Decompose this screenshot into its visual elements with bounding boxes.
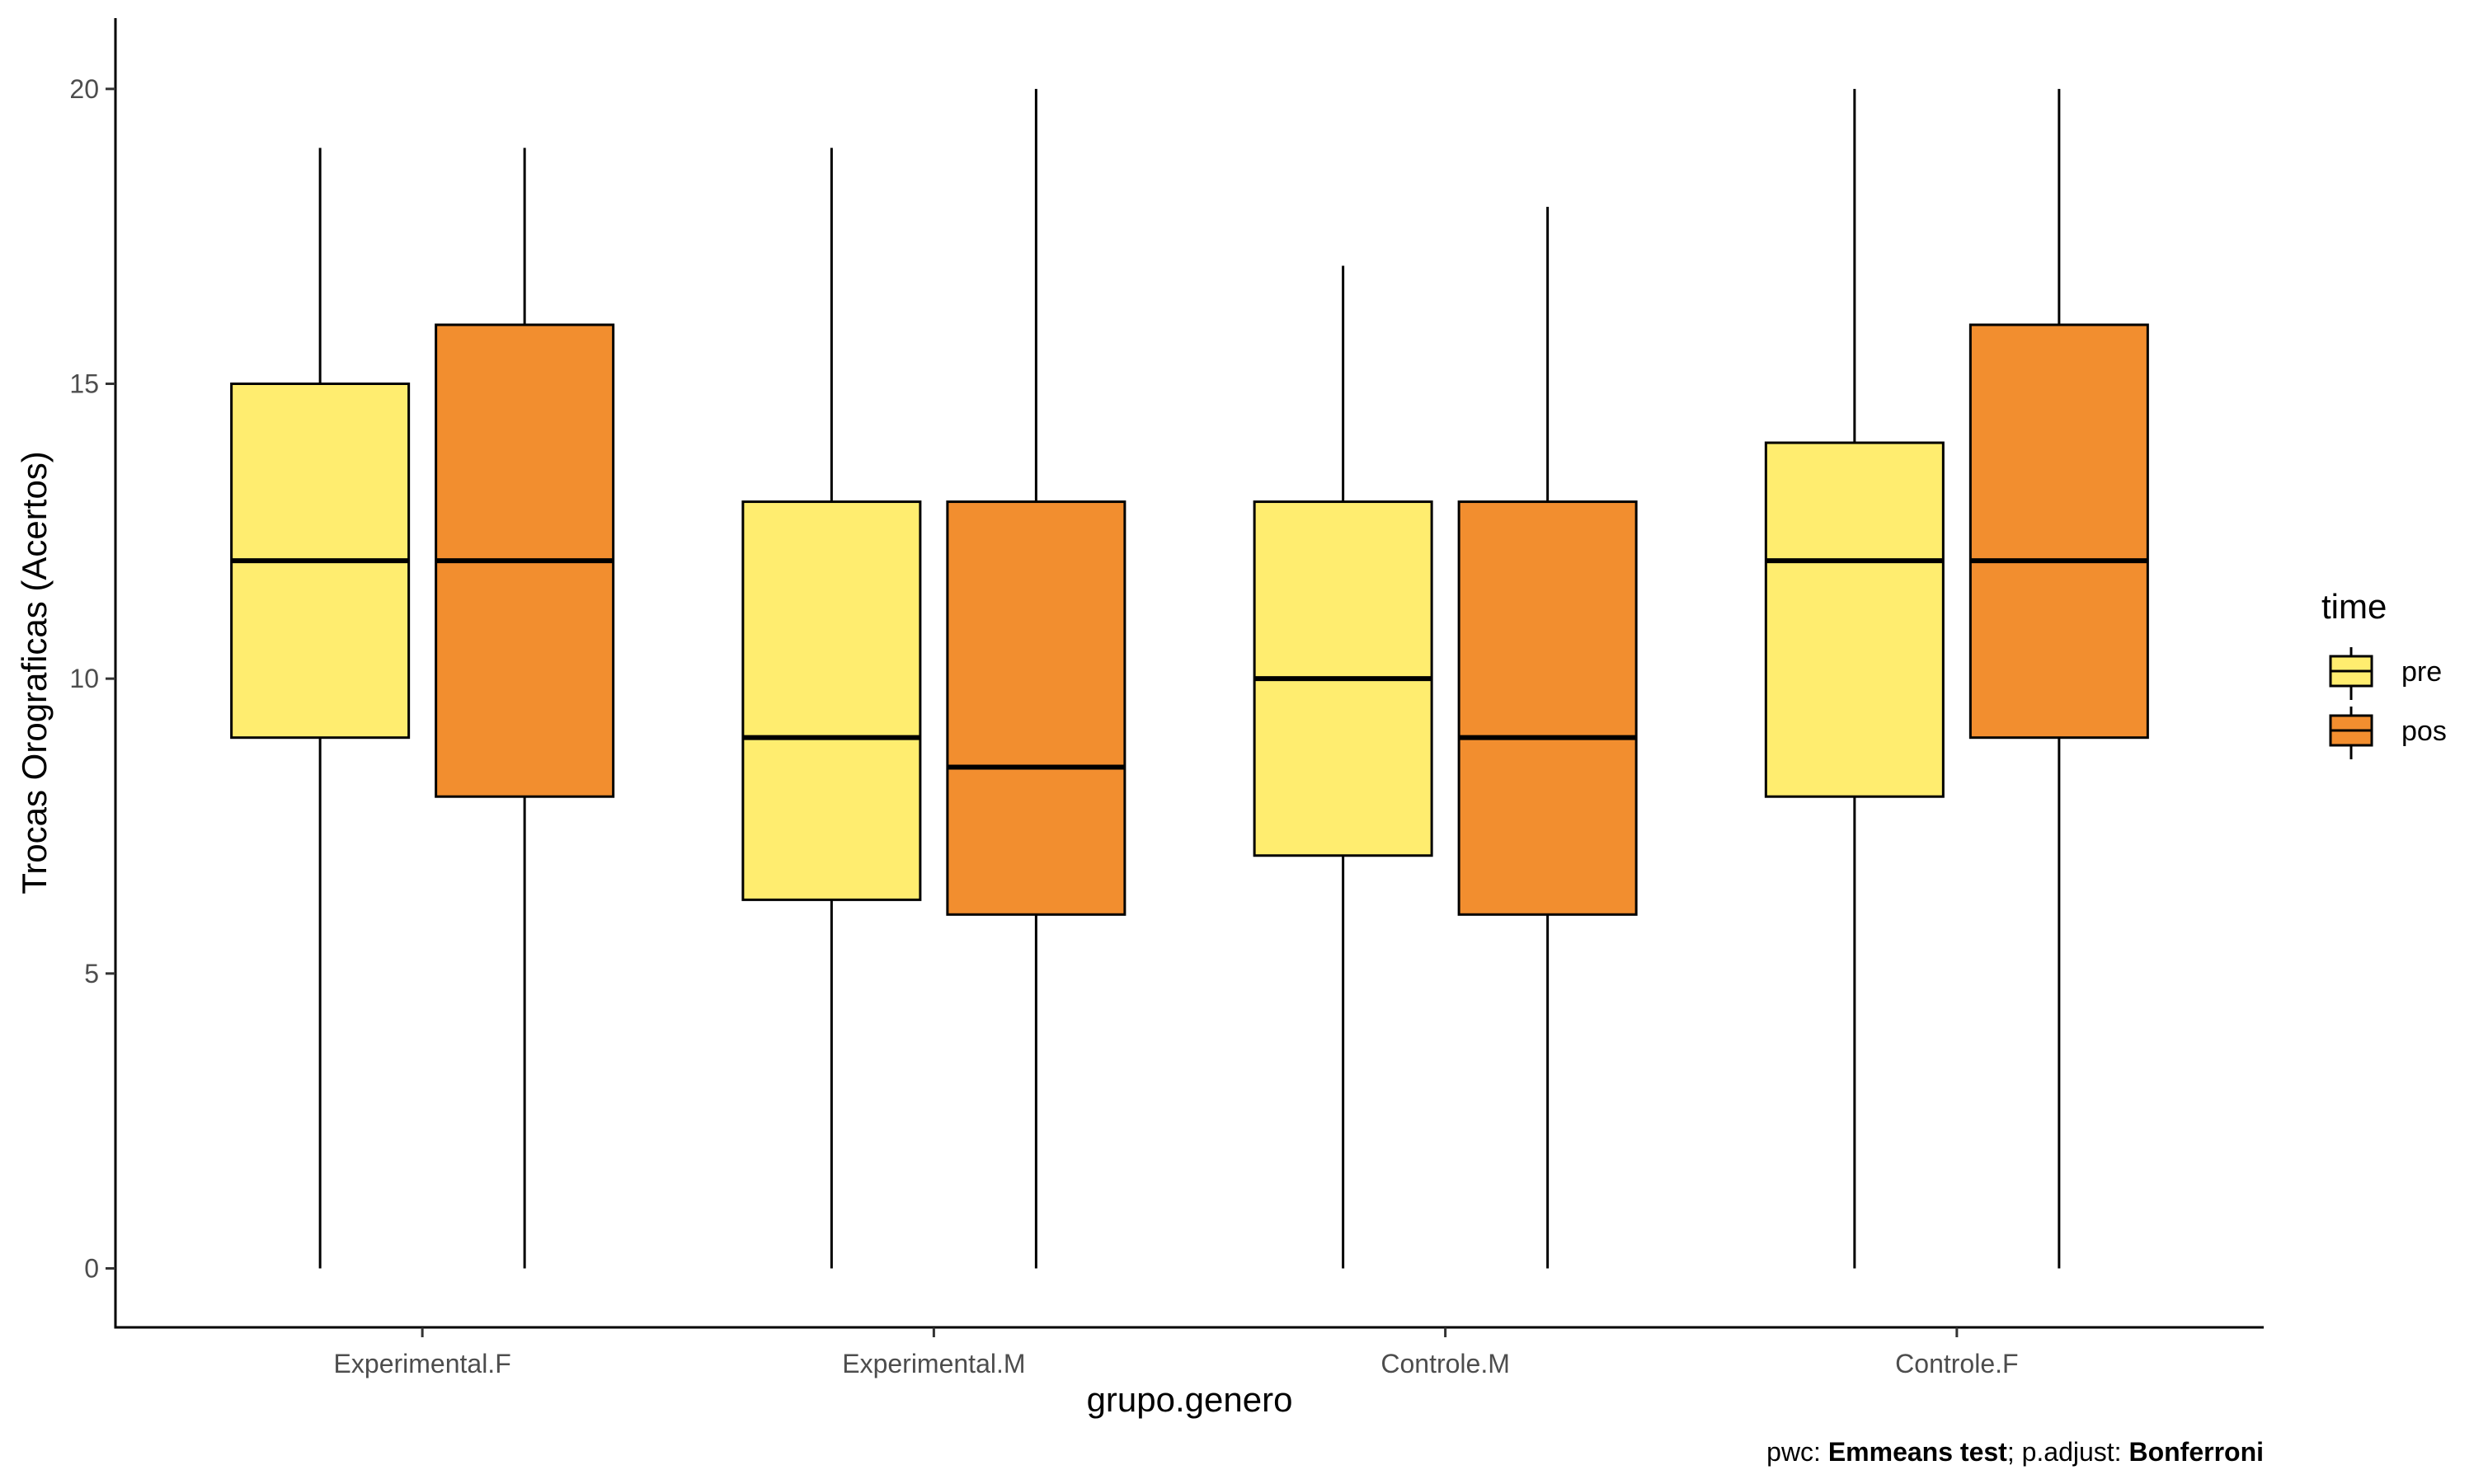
box-pre-Controle.M xyxy=(1253,265,1433,1269)
legend-label-pos: pos xyxy=(2401,716,2447,747)
caption: pwc: Emmeans test; p.adjust: Bonferroni xyxy=(1766,1437,2264,1467)
box-pos-Controle.F xyxy=(1968,88,2149,1269)
legend: time pre pos xyxy=(2321,587,2447,759)
x-tick-label: Controle.F xyxy=(1895,1349,2018,1378)
box-iqr xyxy=(1457,500,1638,916)
ticks: 0 5 10 15 20 Experimental.F Experimental.M Cont… xyxy=(69,74,2018,1378)
box-pos-Experimental.F xyxy=(435,148,615,1269)
box-iqr xyxy=(1968,323,2149,740)
caption-middle: ; p.adjust: xyxy=(2007,1437,2129,1467)
box-pre-Controle.F xyxy=(1764,88,1945,1269)
x-axis-title: grupo.genero xyxy=(1087,1380,1293,1419)
box-pre-Experimental.M xyxy=(741,148,922,1269)
box-iqr xyxy=(1764,441,1945,798)
y-tick-label: 20 xyxy=(69,74,99,104)
box-pos-Controle.M xyxy=(1457,206,1638,1269)
caption-adjust: Bonferroni xyxy=(2128,1437,2264,1467)
legend-title: time xyxy=(2321,587,2387,626)
x-tick-label: Controle.M xyxy=(1380,1349,1510,1378)
legend-key-pos xyxy=(2329,707,2373,759)
plot-area xyxy=(230,88,2149,1269)
y-tick-label: 15 xyxy=(69,369,99,398)
box-pos-Experimental.M xyxy=(946,88,1126,1269)
box-iqr xyxy=(741,500,922,901)
box-iqr xyxy=(946,500,1126,916)
x-tick-label: Experimental.M xyxy=(842,1349,1025,1378)
legend-label-pre: pre xyxy=(2401,656,2442,688)
caption-test: Emmeans test xyxy=(1828,1437,2007,1467)
x-tick-label: Experimental.F xyxy=(334,1349,511,1378)
y-tick-label: 5 xyxy=(84,959,99,989)
caption-prefix: pwc: xyxy=(1766,1437,1828,1467)
legend-key-pre xyxy=(2329,647,2373,700)
box-pre-Experimental.F xyxy=(230,148,411,1269)
y-tick-label: 0 xyxy=(84,1253,99,1283)
axes xyxy=(114,18,2264,1329)
y-tick-label: 10 xyxy=(69,664,99,693)
y-axis-title: Trocas Orograficas (Acertos) xyxy=(15,451,54,895)
